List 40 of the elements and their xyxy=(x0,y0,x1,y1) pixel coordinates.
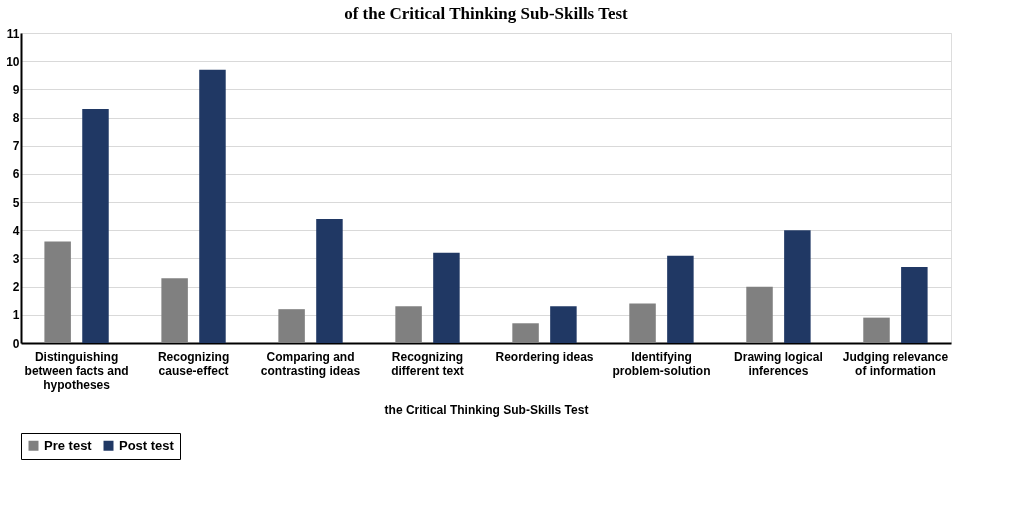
x-tick-label: Reordering ideas xyxy=(495,349,594,364)
bar xyxy=(512,323,539,343)
y-tick-label: 11 xyxy=(6,26,20,41)
y-tick-label: 8 xyxy=(12,111,20,126)
x-tick-label: Recognizing cause-effect xyxy=(157,349,230,378)
y-tick-label: 3 xyxy=(12,251,20,266)
chart-title: of the Critical Thinking Sub-Skills Test xyxy=(344,4,629,23)
y-tick-label: 10 xyxy=(6,54,20,69)
bar xyxy=(629,303,656,343)
x-axis-title: the Critical Thinking Sub-Skills Test xyxy=(384,402,589,417)
y-tick-label: 0 xyxy=(12,336,20,351)
y-tick-label: 5 xyxy=(12,195,20,210)
x-tick-label: Drawing logical inferences xyxy=(734,349,823,378)
legend-label: Post test xyxy=(119,437,175,453)
bar xyxy=(863,317,890,343)
bar xyxy=(550,306,577,343)
bar xyxy=(316,219,343,343)
bar xyxy=(161,278,188,343)
legend-label: Pre test xyxy=(44,437,93,453)
x-tick-label: Identifying problem-solution xyxy=(612,349,711,378)
bar xyxy=(901,266,928,343)
bar xyxy=(746,286,773,343)
x-tick-label: Judging relevance of information xyxy=(842,349,949,378)
bar xyxy=(784,230,811,343)
bar xyxy=(667,255,694,343)
x-tick-label: Distinguishing between facts and hypotheses xyxy=(24,349,129,392)
y-tick-label: 2 xyxy=(12,280,20,295)
y-tick-label: 4 xyxy=(12,223,20,238)
bar xyxy=(395,306,422,343)
y-tick-label: 7 xyxy=(12,139,20,154)
y-tick-label: 1 xyxy=(12,308,20,323)
bar xyxy=(433,252,460,343)
y-tick-label: 9 xyxy=(12,82,20,97)
bar xyxy=(44,241,71,343)
bar xyxy=(278,309,305,343)
y-tick-label: 6 xyxy=(12,167,20,182)
x-tick-label: Recognizing different text xyxy=(391,349,464,378)
bar xyxy=(199,69,226,343)
x-tick-label: Comparing and contrasting ideas xyxy=(260,349,361,378)
bar xyxy=(82,109,109,343)
